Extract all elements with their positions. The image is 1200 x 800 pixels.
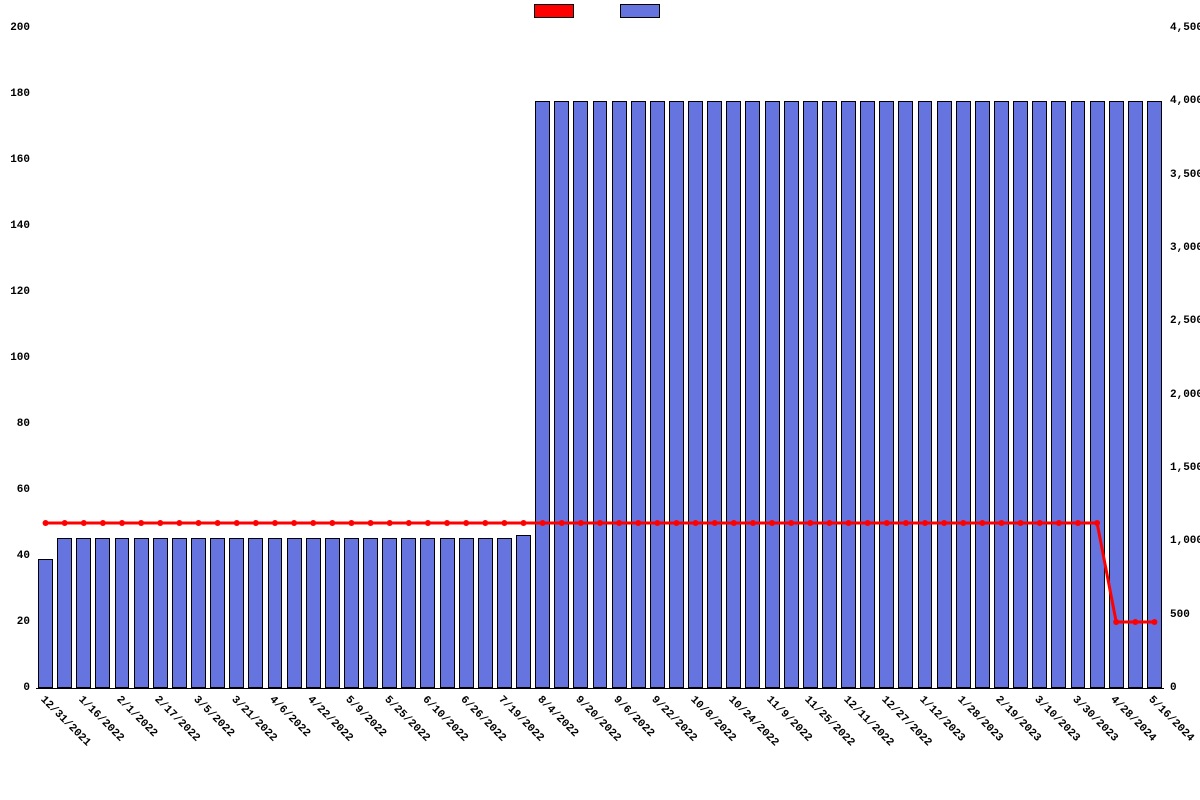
bar [975, 101, 990, 688]
bar [115, 538, 130, 688]
legend-item-line [534, 4, 580, 18]
y-right-tick-label: 1,500 [1170, 462, 1200, 474]
bar [268, 538, 283, 688]
bar [420, 538, 435, 688]
y-left-tick-label: 200 [0, 22, 30, 34]
bar [459, 538, 474, 688]
bar [593, 101, 608, 688]
y-left-tick-label: 40 [0, 550, 30, 562]
bar [994, 101, 1009, 688]
y-right-tick-label: 4,500 [1170, 22, 1200, 34]
bar [95, 538, 110, 688]
bar [153, 538, 168, 688]
y-left-tick-label: 120 [0, 286, 30, 298]
bar [1071, 101, 1086, 688]
bar [287, 538, 302, 688]
y-left-tick-label: 180 [0, 88, 30, 100]
bar [803, 101, 818, 688]
bar [229, 538, 244, 688]
bar [1013, 101, 1028, 688]
bar [650, 101, 665, 688]
combo-chart: 0 20 40 60 80 100 120 140 160 180 200 0 500 1,000 1,5… [0, 0, 1200, 800]
bar [573, 101, 588, 688]
bar [248, 538, 263, 688]
bar [707, 101, 722, 688]
plot-area [36, 28, 1164, 688]
bar [688, 101, 703, 688]
bar [784, 101, 799, 688]
bar [382, 538, 397, 688]
bar [497, 538, 512, 688]
bar [306, 538, 321, 688]
bar [210, 538, 225, 688]
bar [535, 101, 550, 688]
bar [937, 101, 952, 688]
bar [956, 101, 971, 688]
bar [612, 101, 627, 688]
bar [1090, 101, 1105, 688]
y-right-tick-label: 3,000 [1170, 242, 1200, 254]
bar [134, 538, 149, 688]
bar [1032, 101, 1047, 688]
bar [765, 101, 780, 688]
bar [1128, 101, 1143, 688]
bar [879, 101, 894, 688]
bar [344, 538, 359, 688]
bar [172, 538, 187, 688]
legend-item-bar [620, 4, 666, 18]
bar [363, 538, 378, 688]
y-left-tick-label: 60 [0, 484, 30, 496]
y-right-tick-label: 500 [1170, 609, 1190, 621]
bar [860, 101, 875, 688]
bar [726, 101, 741, 688]
bar [1051, 101, 1066, 688]
bar [76, 538, 91, 688]
bar [631, 101, 646, 688]
bar [898, 101, 913, 688]
y-left-tick-label: 20 [0, 616, 30, 628]
legend-swatch-line [534, 4, 574, 18]
y-left-tick-label: 160 [0, 154, 30, 166]
y-right-tick-label: 0 [1170, 682, 1177, 694]
bar [401, 538, 416, 688]
y-right-tick-label: 4,000 [1170, 95, 1200, 107]
bar [440, 538, 455, 688]
y-right-tick-label: 1,000 [1170, 535, 1200, 547]
y-left-tick-label: 100 [0, 352, 30, 364]
bar [191, 538, 206, 688]
bar [325, 538, 340, 688]
y-right-tick-label: 2,500 [1170, 315, 1200, 327]
bar [516, 535, 531, 688]
bar [1109, 101, 1124, 688]
y-left-tick-label: 140 [0, 220, 30, 232]
legend-swatch-bar [620, 4, 660, 18]
y-left-tick-label: 80 [0, 418, 30, 430]
bar [822, 101, 837, 688]
y-left-tick-label: 0 [0, 682, 30, 694]
bar [554, 101, 569, 688]
bar [918, 101, 933, 688]
bar [57, 538, 72, 688]
bar [38, 559, 53, 688]
legend [0, 4, 1200, 18]
bar [841, 101, 856, 688]
bar [478, 538, 493, 688]
y-right-tick-label: 3,500 [1170, 169, 1200, 181]
bar [1147, 101, 1162, 688]
y-right-tick-label: 2,000 [1170, 389, 1200, 401]
bar [669, 101, 684, 688]
bar [745, 101, 760, 688]
